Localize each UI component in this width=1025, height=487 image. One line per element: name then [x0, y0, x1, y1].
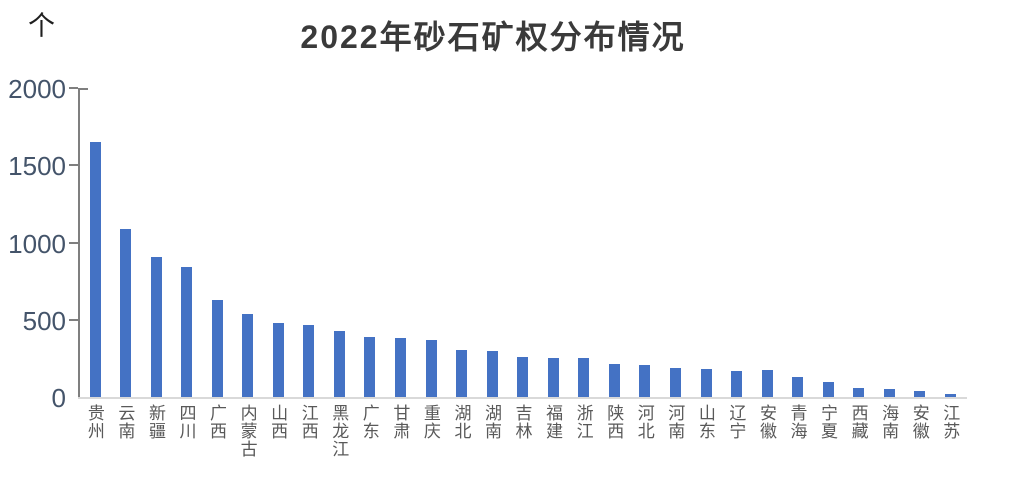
x-axis-label-四川: 四川 — [176, 404, 196, 440]
x-axis-label-山东: 山东 — [695, 404, 715, 440]
x-axis-label-陕西: 陕西 — [604, 404, 624, 440]
bar-安徽 — [914, 390, 926, 397]
bar-贵州 — [89, 142, 101, 397]
bar-湖南 — [486, 351, 498, 397]
x-axis-baseline — [78, 397, 967, 399]
x-axis-label-西藏: 西藏 — [848, 404, 868, 440]
bar-海南 — [883, 388, 895, 397]
y-axis-unit-label: 个 — [28, 11, 55, 41]
y-axis-tick-label: 2000 — [8, 74, 66, 104]
x-axis-label-湖北: 湖北 — [451, 404, 471, 440]
x-axis-label-甘肃: 甘肃 — [390, 404, 410, 440]
y-axis-tick-label: 1500 — [8, 151, 66, 182]
x-axis-label-贵州: 贵州 — [84, 404, 104, 440]
y-axis-tick-label: 1000 — [8, 228, 66, 259]
x-axis-label-广东: 广东 — [359, 404, 379, 440]
bar-宁夏 — [822, 382, 834, 397]
x-axis-label-黑龙江: 黑龙江 — [329, 404, 349, 458]
chart-title: 2022年砂石矿权分布情况 — [300, 19, 686, 55]
bar-安徽 — [761, 369, 773, 397]
bar-四川 — [181, 267, 193, 397]
y-axis-tick — [69, 241, 78, 244]
x-axis-label-安徽: 安徽 — [909, 404, 929, 440]
bar-内蒙古 — [242, 313, 254, 397]
y-axis-tick — [69, 318, 78, 321]
bar-西藏 — [853, 387, 865, 397]
x-axis-label-青海: 青海 — [787, 404, 807, 440]
bar-江西 — [303, 325, 315, 397]
bar-吉林 — [517, 356, 529, 397]
x-axis-label-海南: 海南 — [879, 404, 899, 440]
y-axis-line — [78, 88, 80, 397]
x-axis-label-湖南: 湖南 — [481, 404, 501, 440]
bar-湖北 — [456, 349, 468, 397]
bar-云南 — [120, 228, 132, 397]
y-axis-top-cap — [80, 88, 88, 90]
x-axis-label-重庆: 重庆 — [420, 404, 440, 440]
y-axis-tick — [69, 87, 78, 89]
bar-河北 — [639, 364, 651, 397]
bar-江苏 — [944, 393, 956, 397]
bar-陕西 — [608, 363, 620, 397]
bar-青海 — [792, 376, 804, 397]
bar-黑龙江 — [333, 331, 345, 397]
bar-福建 — [547, 358, 559, 397]
bar-重庆 — [425, 339, 437, 397]
x-axis-label-河南: 河南 — [665, 404, 685, 440]
bar-新疆 — [150, 257, 162, 397]
bar-甘肃 — [395, 338, 406, 397]
x-axis-label-广西: 广西 — [207, 404, 227, 440]
x-axis-label-新疆: 新疆 — [145, 404, 165, 440]
plot-area — [69, 87, 967, 399]
bar-河南 — [669, 367, 681, 397]
y-axis-tick-label: 500 — [22, 305, 66, 336]
x-axis-label-山西: 山西 — [268, 404, 288, 440]
x-axis-label-河北: 河北 — [634, 404, 654, 440]
x-axis-label-浙江: 浙江 — [573, 404, 593, 440]
bar-山西 — [272, 322, 284, 397]
bar-浙江 — [578, 358, 590, 397]
x-axis-label-江西: 江西 — [298, 404, 318, 440]
x-axis-label-内蒙古: 内蒙古 — [237, 404, 257, 458]
x-axis-label-云南: 云南 — [115, 404, 135, 440]
y-axis-tick — [69, 164, 78, 167]
x-axis-label-宁夏: 宁夏 — [818, 404, 838, 440]
x-axis-label-辽宁: 辽宁 — [726, 404, 746, 440]
bar-辽宁 — [731, 370, 743, 397]
bar-山东 — [700, 369, 712, 397]
x-axis-label-吉林: 吉林 — [512, 404, 532, 440]
bar-广东 — [364, 336, 376, 397]
x-axis-label-江苏: 江苏 — [940, 404, 960, 440]
bar-广西 — [211, 300, 223, 397]
y-axis-tick-label: 0 — [51, 383, 66, 413]
x-axis-label-安徽: 安徽 — [756, 404, 776, 440]
x-axis-label-福建: 福建 — [543, 404, 563, 440]
